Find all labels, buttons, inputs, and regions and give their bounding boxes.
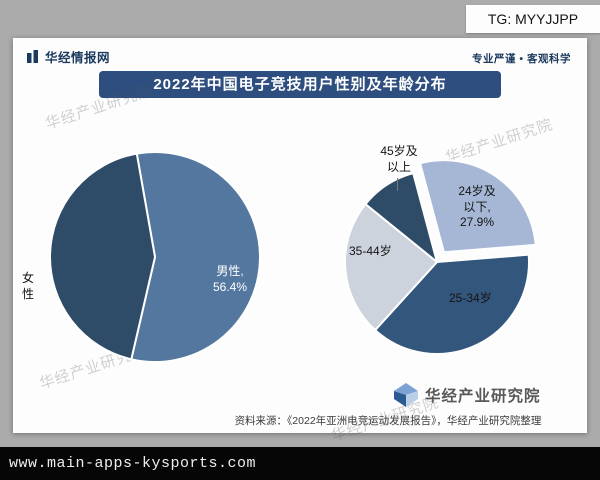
label-female: 女性 [22, 271, 35, 301]
pie-slice-25-34岁 [374, 253, 530, 355]
label-under-24: 24岁及 以下, 27.9% [458, 184, 496, 230]
age-pie-chart [344, 159, 537, 355]
label-25-34: 25-34岁 [449, 291, 492, 305]
footer-logo-text: 华经产业研究院 [425, 388, 541, 405]
pie-slice-35-44岁 [344, 203, 438, 332]
brand-logo-icon [27, 49, 38, 63]
pie-slice-女性 [49, 152, 156, 361]
brand-logo: 华经情报网 [27, 47, 110, 66]
label-45-leader-line [397, 178, 398, 191]
label-male: 男性, 56.4% [212, 264, 248, 294]
footer-logo: 华经产业研究院 [393, 382, 541, 408]
label-45-plus: 45岁及 以上 [380, 144, 418, 174]
site-url-text: www.main-apps-kysports.com [9, 455, 257, 472]
gender-pie-chart [49, 151, 261, 363]
label-35-44: 35-44岁 [349, 244, 392, 258]
data-source-note: 资料来源：《2022年亚洲电竞运动发展报告》，华经产业研究院整理 [234, 415, 542, 427]
brand-slogan: 专业严谨 • 客观科学 [471, 53, 571, 65]
pie-slice-45岁及以上 [364, 172, 438, 263]
chart-title-banner: 2022年中国电子竞技用户性别及年龄分布 [99, 71, 501, 98]
footer-logo-icon [394, 383, 418, 407]
site-url-bar: www.main-apps-kysports.com [0, 447, 600, 480]
brand-name: 华经情报网 [45, 51, 111, 65]
pie-slice-24岁及以下 [419, 159, 537, 254]
pie-slice-男性 [130, 151, 261, 363]
infographic-card: 华经情报网 专业严谨 • 客观科学 2022年中国电子竞技用户性别及年龄分布 华… [13, 38, 587, 445]
telegram-handle-text: TG: MYYJJPP [487, 11, 579, 27]
telegram-handle-badge: TG: MYYJJPP [466, 5, 600, 33]
